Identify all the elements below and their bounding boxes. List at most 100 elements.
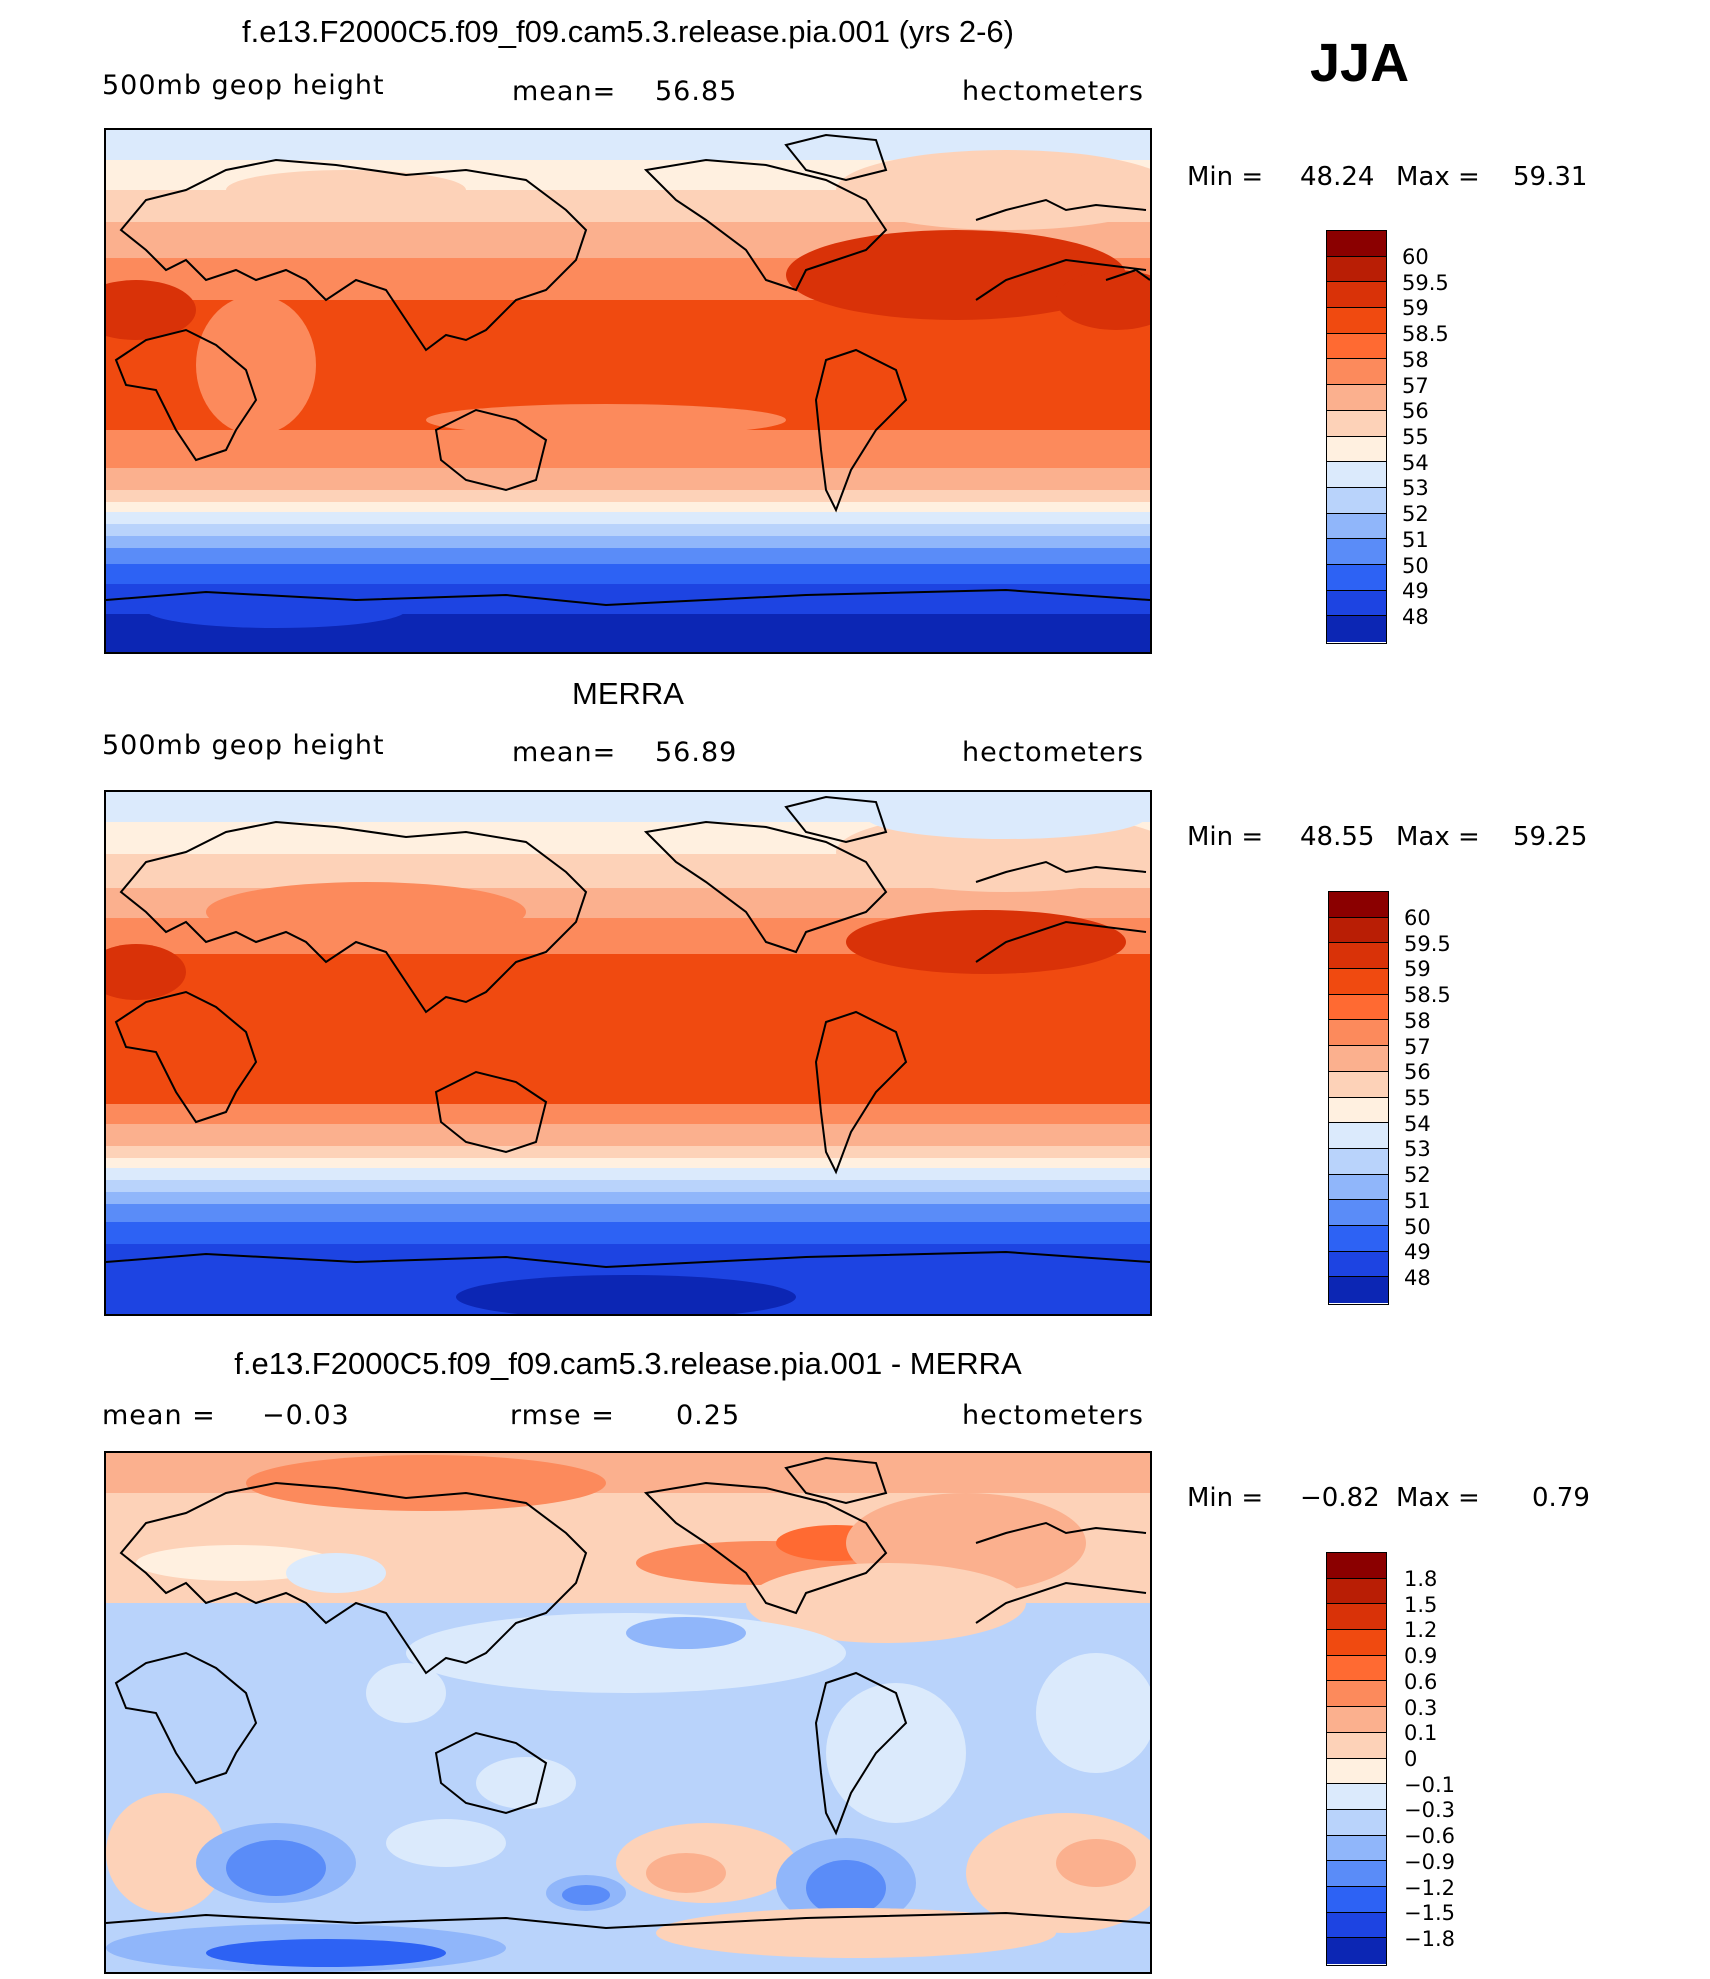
- colorbar-swatch: [1327, 513, 1386, 540]
- colorbar-label: 1.2: [1404, 1618, 1438, 1642]
- colorbar-label: 1.5: [1404, 1593, 1438, 1617]
- map-obs: [104, 790, 1152, 1316]
- colorbar-label: 51: [1404, 1189, 1431, 1213]
- colorbar-swatch: [1329, 943, 1388, 970]
- colorbar-label: 58: [1404, 1009, 1431, 1033]
- min-value-diff: −0.82: [1300, 1483, 1380, 1513]
- colorbar-swatch: [1327, 1707, 1386, 1733]
- mean-label-diff: mean =: [102, 1400, 216, 1431]
- colorbar-swatch: [1327, 1604, 1386, 1631]
- colorbar-obs: [1328, 891, 1389, 1305]
- colorbar-swatch: [1329, 1148, 1388, 1175]
- colorbar-swatch: [1327, 1835, 1386, 1862]
- colorbar-label: 0: [1404, 1747, 1418, 1771]
- colorbar-label: 49: [1404, 1240, 1431, 1264]
- max-value-obs: 59.25: [1513, 822, 1588, 852]
- colorbar-label: 60: [1402, 245, 1429, 269]
- colorbar-swatch: [1329, 994, 1388, 1021]
- rmse-value-diff: 0.25: [676, 1400, 741, 1431]
- mean-value-diff: −0.03: [262, 1400, 350, 1431]
- colorbar-swatch: [1327, 385, 1386, 411]
- colorbar-label: 0.9: [1404, 1644, 1438, 1668]
- variable-label-model: 500mb geop height: [102, 70, 385, 101]
- colorbar-swatch: [1327, 1681, 1386, 1708]
- colorbar-swatch: [1327, 282, 1386, 309]
- colorbar-label: 53: [1402, 476, 1429, 500]
- colorbar-label: −0.3: [1404, 1798, 1455, 1822]
- colorbar-label: 57: [1404, 1035, 1431, 1059]
- colorbar-label: 55: [1402, 425, 1429, 449]
- colorbar-swatch: [1327, 462, 1386, 488]
- colorbar-swatch: [1327, 1809, 1386, 1836]
- colorbar-swatch: [1327, 1578, 1386, 1605]
- colorbar-label: 52: [1404, 1163, 1431, 1187]
- min-label-model: Min =: [1187, 162, 1264, 192]
- colorbar-swatch: [1327, 436, 1386, 463]
- season-label: JJA: [1310, 33, 1410, 93]
- colorbar-swatch: [1329, 969, 1388, 995]
- rmse-label-diff: rmse =: [510, 1400, 615, 1431]
- colorbar-swatch: [1329, 1277, 1388, 1303]
- colorbar-label: −0.1: [1404, 1773, 1455, 1797]
- colorbar-swatch: [1327, 1553, 1386, 1579]
- colorbar-swatch: [1327, 487, 1386, 514]
- map-model: [104, 128, 1152, 654]
- max-label-obs: Max =: [1396, 822, 1480, 852]
- colorbar-label: 56: [1402, 399, 1429, 423]
- colorbar-label: 0.6: [1404, 1670, 1438, 1694]
- colorbar-label: 49: [1402, 579, 1429, 603]
- colorbar-label: 50: [1402, 554, 1429, 578]
- colorbar-swatch: [1327, 590, 1386, 617]
- colorbar-swatch: [1329, 1020, 1388, 1047]
- colorbar-label: 48: [1402, 605, 1429, 629]
- colorbar-swatch: [1329, 892, 1388, 918]
- mean-label-model: mean=: [512, 76, 617, 107]
- colorbar-swatch: [1329, 1251, 1388, 1278]
- colorbar-label: 56: [1404, 1060, 1431, 1084]
- colorbar-label: −0.9: [1404, 1850, 1455, 1874]
- colorbar-swatch: [1327, 1912, 1386, 1939]
- colorbar-diff: [1326, 1552, 1387, 1966]
- colorbar-label: 54: [1402, 451, 1429, 475]
- colorbar-label: 58: [1402, 348, 1429, 372]
- colorbar-swatch: [1327, 410, 1386, 437]
- colorbar-label: −1.8: [1404, 1927, 1455, 1951]
- colorbar-swatch: [1327, 616, 1386, 642]
- colorbar-label: 51: [1402, 528, 1429, 552]
- variable-label-obs: 500mb geop height: [102, 730, 385, 761]
- colorbar-swatch: [1327, 539, 1386, 565]
- panel-title-obs: MERRA: [572, 676, 684, 711]
- mean-value-model: 56.85: [655, 76, 738, 107]
- mean-value-obs: 56.89: [655, 737, 738, 768]
- min-value-obs: 48.55: [1300, 822, 1375, 852]
- colorbar-swatch: [1327, 1655, 1386, 1682]
- colorbar-label: 1.8: [1404, 1567, 1438, 1591]
- colorbar-swatch: [1329, 1097, 1388, 1124]
- max-label-diff: Max =: [1396, 1483, 1480, 1513]
- units-label-obs: hectometers: [962, 737, 1144, 768]
- max-value-model: 59.31: [1513, 162, 1588, 192]
- colorbar-swatch: [1329, 1071, 1388, 1098]
- colorbar-label: 0.1: [1404, 1721, 1438, 1745]
- colorbar-swatch: [1327, 333, 1386, 360]
- colorbar-swatch: [1327, 256, 1386, 283]
- colorbar-label: 54: [1404, 1112, 1431, 1136]
- panel-title-diff: f.e13.F2000C5.f09_f09.cam5.3.release.pia…: [234, 1346, 1022, 1381]
- colorbar-swatch: [1327, 1758, 1386, 1785]
- colorbar-swatch: [1329, 917, 1388, 944]
- colorbar-swatch: [1327, 1630, 1386, 1656]
- colorbar-swatch: [1329, 1225, 1388, 1252]
- colorbar-swatch: [1327, 1732, 1386, 1759]
- colorbar-label: 53: [1404, 1137, 1431, 1161]
- colorbar-label: 58.5: [1404, 983, 1451, 1007]
- colorbar-model: [1326, 230, 1387, 644]
- colorbar-label: 0.3: [1404, 1696, 1438, 1720]
- units-label-model: hectometers: [962, 76, 1144, 107]
- colorbar-swatch: [1327, 1886, 1386, 1913]
- colorbar-label: 60: [1404, 906, 1431, 930]
- max-label-model: Max =: [1396, 162, 1480, 192]
- panel-title-model: f.e13.F2000C5.f09_f09.cam5.3.release.pia…: [241, 14, 1014, 49]
- colorbar-swatch: [1329, 1200, 1388, 1226]
- colorbar-label: 59: [1404, 957, 1431, 981]
- colorbar-swatch: [1327, 1861, 1386, 1887]
